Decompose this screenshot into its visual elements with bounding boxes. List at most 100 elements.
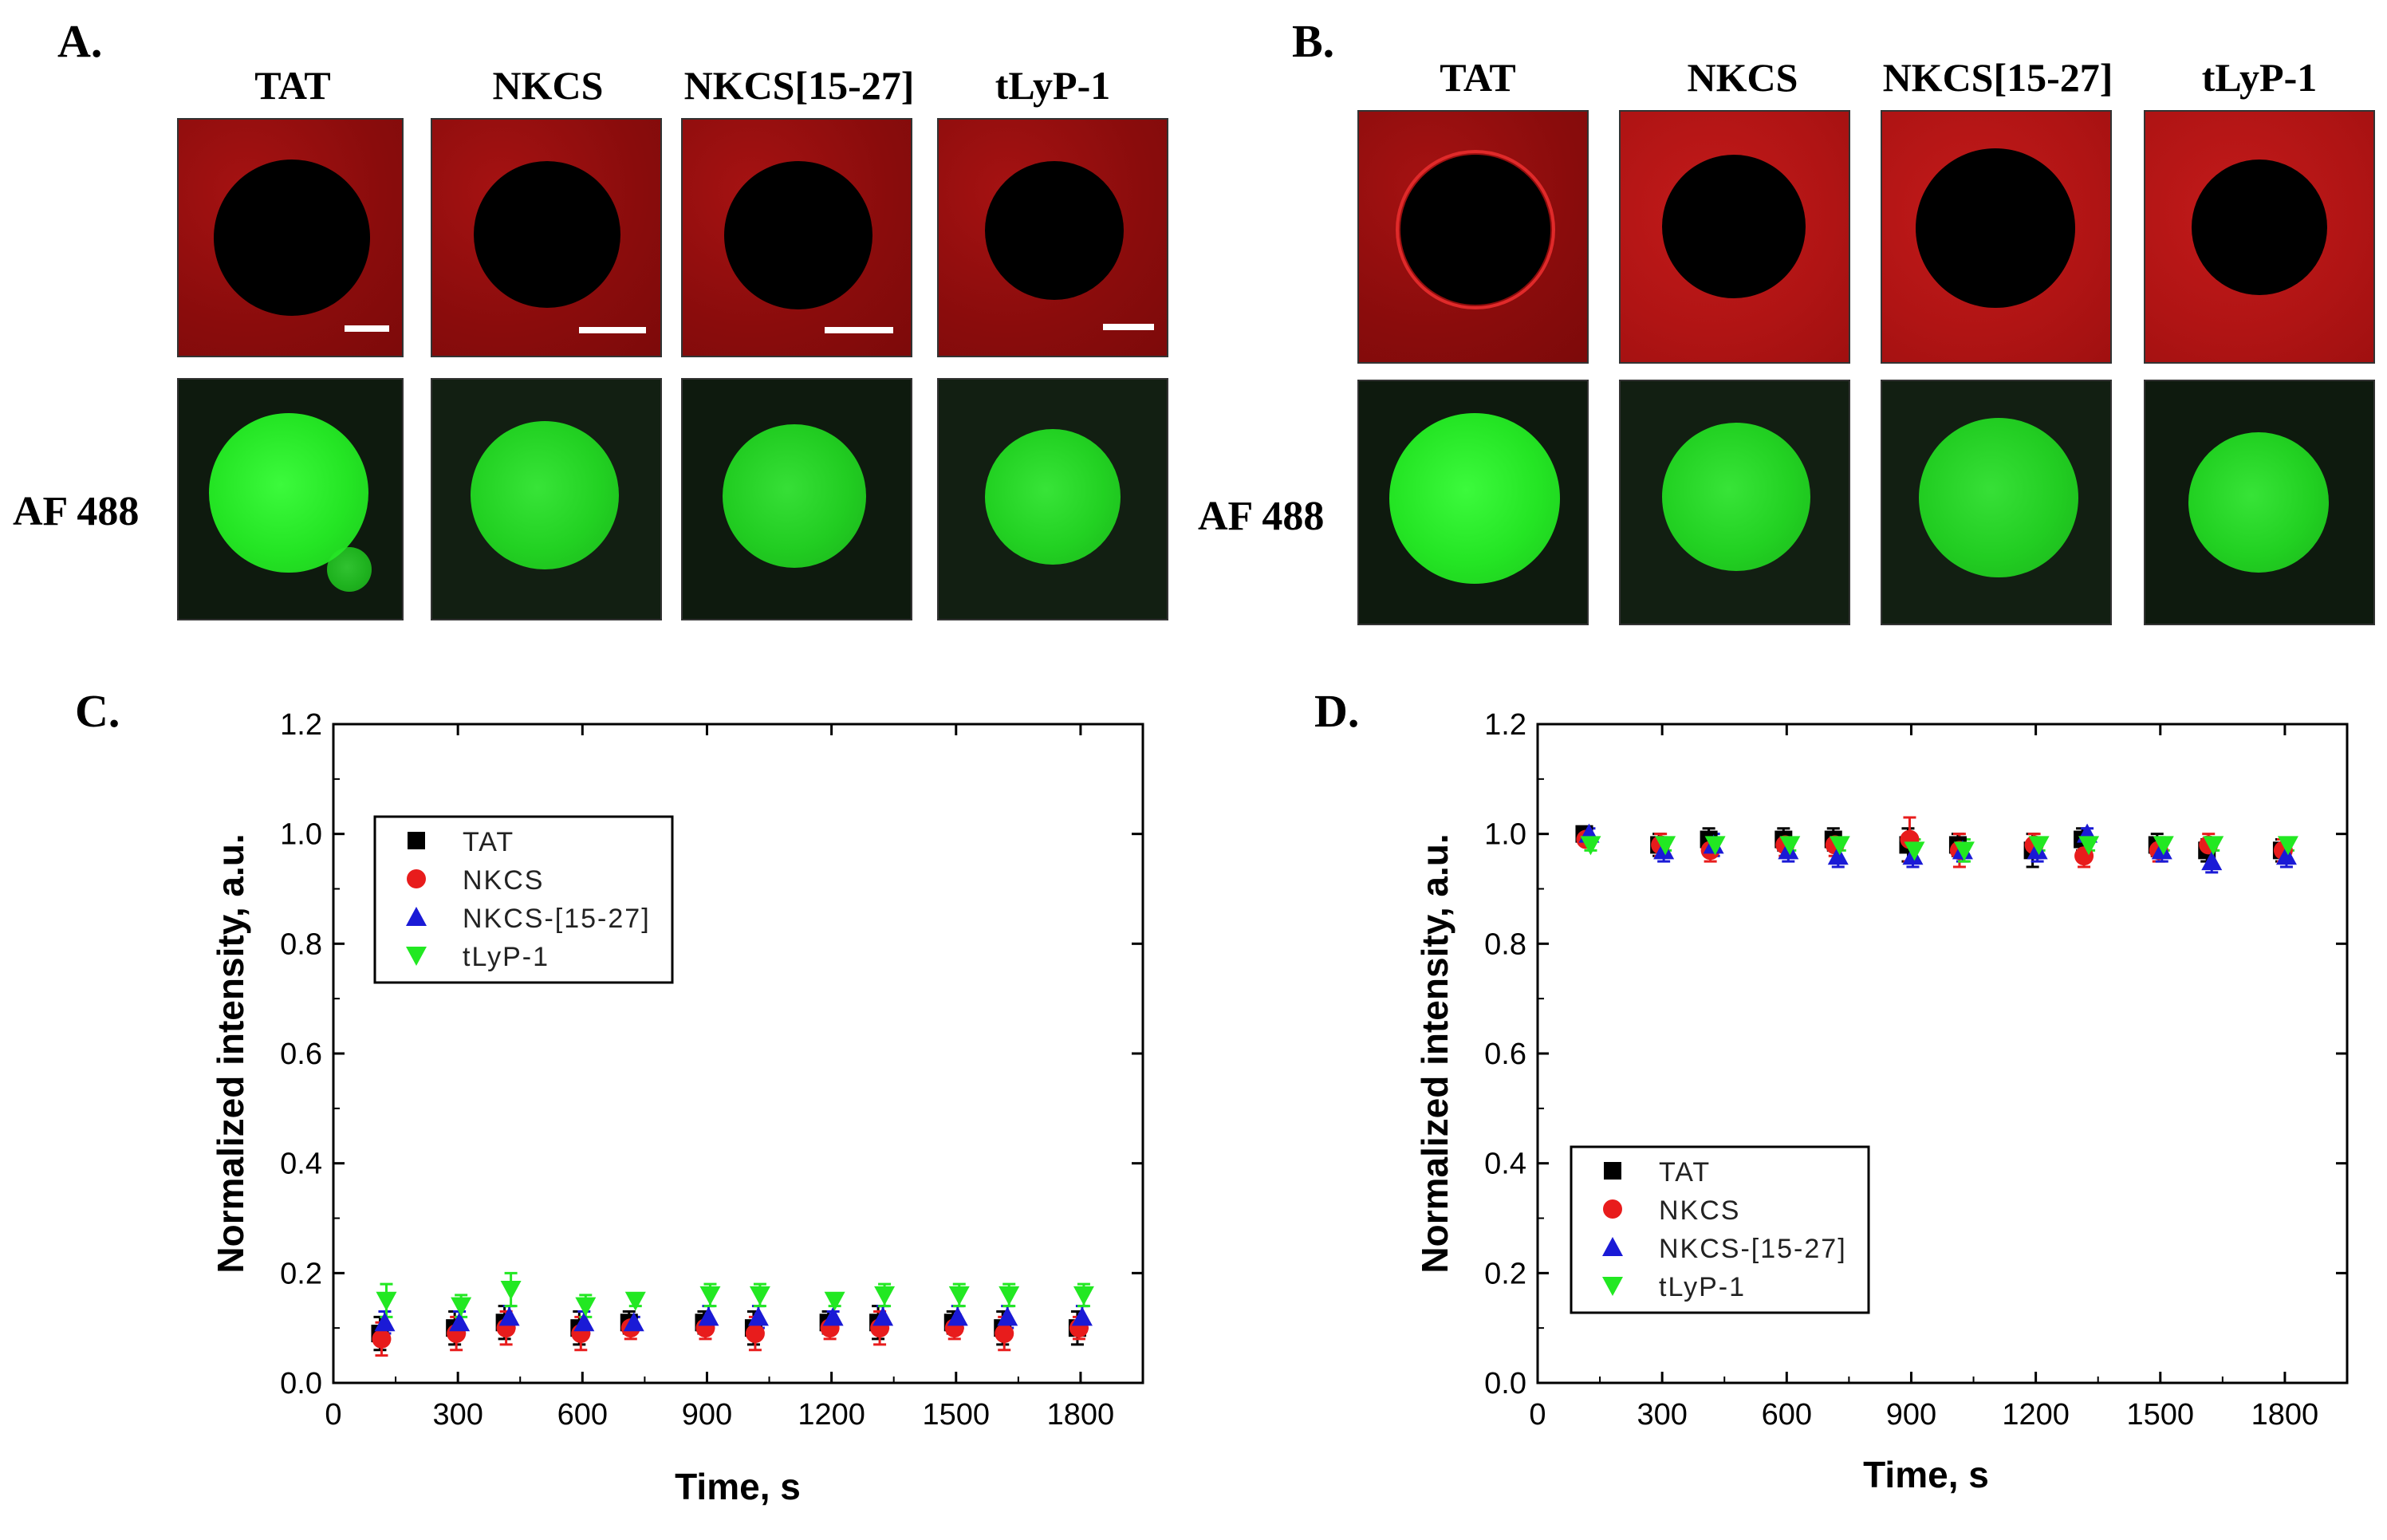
legend-label: tLyP-1	[1659, 1272, 1746, 1302]
data-point	[1953, 841, 1975, 861]
vesicle-fluorescence	[723, 424, 866, 568]
x-tick-label: 1500	[922, 1398, 990, 1432]
legend-marker	[1602, 1237, 1623, 1256]
data-point	[947, 1306, 968, 1326]
x-tick-label: 0	[325, 1398, 341, 1432]
micrograph-b-tlyp1-red	[2144, 110, 2375, 364]
vesicle-lumen	[2192, 160, 2327, 295]
data-point	[872, 1306, 894, 1326]
y-tick-label: 1.2	[1484, 708, 1526, 742]
vesicle-lumen	[214, 160, 370, 316]
col-title-b-tat: TAT	[1440, 55, 1516, 100]
data-point	[624, 1291, 646, 1311]
data-point	[1071, 1306, 1093, 1326]
panel-label-c: C.	[75, 685, 120, 737]
data-point	[372, 1329, 392, 1349]
micrograph-b-tat-red	[1357, 110, 1589, 364]
col-title-a-tat: TAT	[254, 63, 331, 108]
legend-marker	[1604, 1162, 1621, 1180]
x-tick-label: 0	[1529, 1398, 1546, 1432]
x-tick-label: 1800	[1047, 1398, 1115, 1432]
vesicle-lumen	[724, 161, 872, 309]
y-tick-label: 0.2	[280, 1257, 322, 1290]
vesicle-fluorescence	[1662, 423, 1810, 571]
data-point	[2153, 836, 2174, 856]
data-point	[995, 1324, 1014, 1344]
data-point	[575, 1297, 597, 1317]
data-point	[2201, 851, 2223, 871]
data-point	[824, 1291, 845, 1311]
scale-bar	[345, 325, 389, 332]
y-tick-label: 0.6	[1484, 1038, 1526, 1071]
micrograph-b-nkcs1527-green	[1881, 380, 2112, 625]
data-point	[749, 1286, 770, 1306]
panel-label-b: B.	[1292, 15, 1335, 67]
micrograph-b-tlyp1-green	[2144, 380, 2375, 625]
y-axis-label: Normalized intensity, a.u.	[1414, 833, 1455, 1273]
data-point	[745, 1324, 765, 1344]
micrograph-b-nkcs-green	[1619, 380, 1850, 625]
data-point	[698, 1306, 719, 1326]
micrograph-a-nkcs1527-green	[681, 378, 912, 620]
y-tick-label: 0.8	[1484, 928, 1526, 961]
legend: TAT NKCS NKCS-[15-27] tLyP-1	[373, 815, 674, 984]
legend-marker	[1603, 1199, 1622, 1219]
vesicle-lumen	[1916, 148, 2075, 308]
y-tick-label: 0.4	[1484, 1148, 1526, 1181]
x-tick-label: 900	[682, 1398, 732, 1432]
vesicle-fluorescence	[1919, 418, 2078, 577]
y-tick-label: 0.0	[1484, 1367, 1526, 1400]
legend-label: TAT	[1659, 1157, 1711, 1187]
data-point	[498, 1306, 520, 1326]
x-tick-label: 1500	[2126, 1398, 2194, 1432]
vesicle-fluorescence	[209, 413, 368, 573]
vesicle-fluorescence	[471, 421, 619, 569]
micrograph-a-nkcs1527-red	[681, 118, 912, 357]
micrograph-a-tat-red	[177, 118, 404, 357]
micrograph-a-tlyp1-red	[937, 118, 1168, 357]
data-point	[1779, 836, 1801, 856]
x-axis-label: Time, s	[675, 1466, 801, 1507]
y-tick-label: 0.8	[280, 928, 322, 961]
scale-bar	[825, 327, 893, 333]
legend-label: NKCS	[463, 865, 544, 896]
row-label-b-af488: AF 488	[1198, 494, 1325, 539]
row-label-a-af488: AF 488	[13, 489, 140, 534]
y-axis-label: Normalized intensity, a.u.	[210, 833, 251, 1273]
x-tick-label: 900	[1886, 1398, 1936, 1432]
data-point	[374, 1312, 396, 1332]
legend-label: NKCS-[15-27]	[463, 904, 651, 934]
x-tick-label: 1800	[2251, 1398, 2319, 1432]
data-point	[1904, 841, 1925, 861]
data-point	[376, 1291, 397, 1311]
x-tick-label: 1200	[798, 1398, 865, 1432]
data-point	[2203, 836, 2224, 856]
y-tick-label: 1.2	[280, 708, 322, 742]
legend-label: NKCS	[1659, 1195, 1740, 1226]
data-point	[1827, 845, 1849, 865]
data-point	[1704, 836, 1726, 856]
legend-label: TAT	[463, 827, 514, 857]
x-axis-label: Time, s	[1863, 1454, 1989, 1495]
data-point	[573, 1312, 595, 1332]
y-tick-label: 0.4	[280, 1148, 322, 1181]
vesicle-fluorescence	[985, 429, 1121, 565]
legend-marker	[406, 947, 427, 966]
micrograph-a-tlyp1-green	[937, 378, 1168, 620]
y-tick-label: 1.0	[280, 818, 322, 852]
data-point	[999, 1286, 1020, 1306]
data-point	[948, 1286, 970, 1306]
legend-marker	[407, 869, 426, 888]
col-title-a-nkcs1527: NKCS[15-27]	[683, 63, 915, 108]
data-point	[2028, 836, 2050, 856]
chart-d: 0 300 600 900 1200 1500 1800 0.0 0.2 0.4 0.6 0.8 1.0…	[1414, 708, 2349, 1495]
data-point	[449, 1312, 471, 1332]
chart-c: 0 300 600 900 1200 1500 1800 0.0 0.2 0.4 0.6 0.8 1.0…	[210, 708, 1144, 1507]
data-point	[1655, 836, 1676, 856]
vesicle-lumen	[474, 161, 620, 308]
col-title-a-nkcs: NKCS	[492, 63, 604, 108]
micrograph-a-tat-green	[177, 378, 404, 620]
data-point	[2078, 836, 2100, 856]
data-point	[623, 1312, 644, 1332]
legend-marker	[1602, 1277, 1623, 1296]
